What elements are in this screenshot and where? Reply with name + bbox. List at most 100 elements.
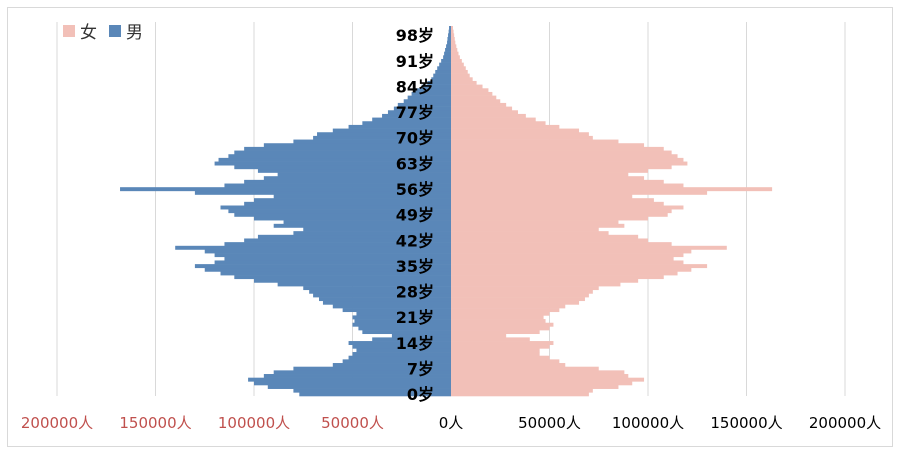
male-bar-age-66	[234, 150, 451, 155]
male-bar-age-14	[348, 341, 451, 346]
male-bar-age-33	[220, 271, 451, 276]
female-bar-age-18	[451, 326, 550, 331]
female-bar-age-53	[451, 198, 654, 203]
male-bar-age-0	[299, 392, 451, 397]
female-bar-age-12	[451, 348, 540, 353]
female-bar-age-95	[451, 44, 457, 49]
age-label: 0岁	[407, 385, 434, 404]
male-bar-age-12	[356, 348, 451, 353]
male-bar-age-5	[263, 374, 451, 378]
female-bar-age-13	[451, 344, 550, 349]
female-bar-age-20	[451, 319, 546, 324]
male-bar-age-84	[421, 84, 451, 89]
age-label: 56岁	[396, 180, 434, 199]
male-bar-age-74	[362, 121, 451, 126]
age-label: 35岁	[396, 257, 434, 276]
female-bar-age-55	[451, 190, 708, 195]
male-bar-age-43	[257, 234, 451, 239]
female-bar-age-81	[451, 95, 497, 100]
female-bar-age-24	[451, 304, 566, 309]
male-bar-age-41	[224, 242, 451, 247]
male-bar-age-73	[348, 124, 451, 129]
female-bar-age-94	[451, 47, 458, 52]
female-bar-age-35	[451, 264, 708, 269]
male-bar-age-29	[303, 286, 451, 291]
male-bar-age-20	[354, 319, 451, 324]
legend-label-male: 男	[126, 23, 143, 43]
female-bar-age-91	[451, 58, 462, 63]
male-bar-age-47	[283, 220, 451, 225]
female-bar-age-83	[451, 88, 489, 93]
female-bar-age-33	[451, 271, 678, 276]
male-bar-age-50	[228, 209, 451, 214]
male-bar-age-67	[244, 146, 451, 151]
male-bar-age-89	[437, 66, 451, 71]
male-bar-age-30	[277, 282, 451, 287]
male-bar-age-31	[254, 278, 451, 283]
female-bar-age-88	[451, 69, 468, 74]
female-bar-age-100	[451, 26, 453, 30]
female-bar-age-40	[451, 245, 727, 250]
male-bar-age-53	[254, 198, 451, 203]
male-bar-age-90	[439, 62, 451, 67]
female-bar-age-87	[451, 73, 470, 78]
male-bar-age-49	[234, 212, 451, 217]
female-bar-age-31	[451, 278, 639, 283]
male-bar-age-57	[224, 183, 451, 188]
male-bar-age-72	[332, 128, 451, 133]
female-bar-age-10	[451, 355, 550, 360]
male-bar-age-48	[254, 216, 451, 221]
male-bar-age-25	[322, 300, 451, 305]
male-bar-age-100	[449, 26, 451, 30]
male-bar-age-78	[393, 106, 451, 111]
x-tick-label-right: 50000人	[518, 414, 581, 432]
male-bar-age-95	[446, 44, 451, 49]
female-bar-age-54	[451, 194, 633, 199]
female-bar-age-25	[451, 300, 580, 305]
age-label: 84岁	[396, 77, 434, 96]
x-tick-label-left: 100000人	[218, 414, 290, 432]
female-bar-age-47	[451, 220, 619, 225]
female-bar-age-2	[451, 385, 619, 389]
x-tick-label-left: 150000人	[119, 414, 191, 432]
male-bar-age-64	[218, 157, 451, 162]
female-bar-age-65	[451, 154, 678, 159]
male-bar-age-18	[358, 326, 451, 331]
female-bar-age-92	[451, 55, 460, 60]
female-bar-age-62	[451, 165, 672, 170]
male-bar-age-79	[397, 102, 451, 107]
male-bars	[120, 26, 451, 397]
female-bar-age-23	[451, 308, 560, 313]
female-bar-age-37	[451, 256, 674, 261]
male-bar-age-58	[244, 179, 451, 184]
female-bar-age-90	[451, 62, 464, 67]
male-bar-age-59	[263, 176, 451, 181]
female-bar-age-17	[451, 330, 540, 335]
female-bar-age-49	[451, 212, 668, 217]
female-bar-age-69	[451, 139, 619, 144]
female-bar-age-58	[451, 179, 664, 184]
male-bar-age-56	[120, 187, 451, 192]
female-bar-age-71	[451, 132, 589, 137]
age-label: 28岁	[396, 283, 434, 302]
male-bar-age-63	[214, 161, 451, 166]
male-bar-age-45	[303, 227, 451, 232]
x-tick-label-left: 50000人	[321, 414, 384, 432]
female-bar-age-89	[451, 66, 466, 71]
male-bar-age-3	[254, 381, 451, 386]
male-bar-age-4	[248, 377, 451, 382]
male-bar-age-2	[267, 385, 451, 389]
age-label: 21岁	[396, 308, 434, 327]
male-bar-age-94	[445, 47, 451, 52]
male-bar-age-68	[263, 143, 451, 148]
female-bar-age-66	[451, 150, 672, 155]
male-bar-age-34	[204, 267, 451, 272]
female-bar-age-42	[451, 238, 648, 243]
female-bar-age-6	[451, 370, 625, 375]
female-bar-age-9	[451, 359, 560, 364]
legend-label-female: 女	[80, 23, 97, 43]
female-bar-age-72	[451, 128, 580, 133]
age-label: 7岁	[407, 360, 434, 379]
male-bar-age-23	[342, 308, 451, 313]
